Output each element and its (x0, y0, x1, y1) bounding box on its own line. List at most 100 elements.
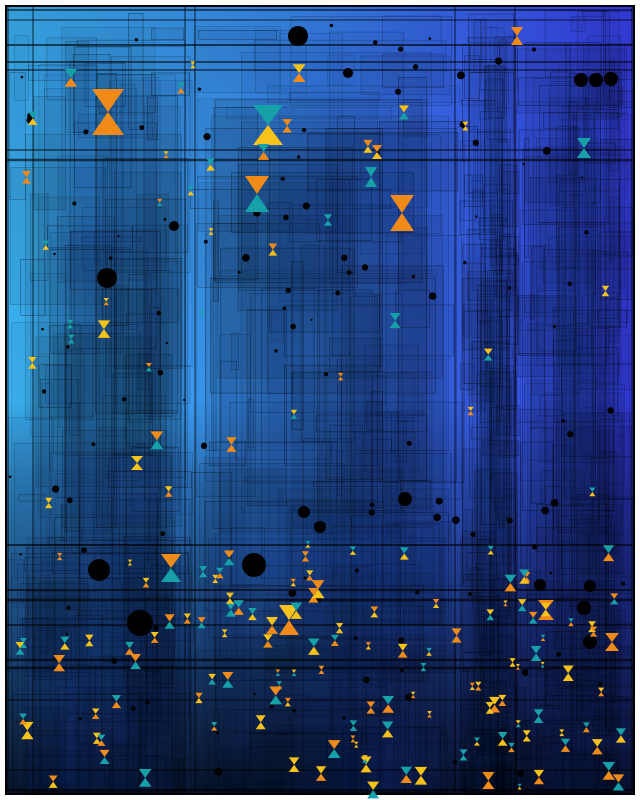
panel (561, 206, 634, 457)
panel (553, 444, 572, 530)
hourglass-top (462, 121, 469, 127)
panel (481, 440, 519, 456)
hourglass-top (99, 749, 110, 757)
panel (37, 729, 113, 793)
panel (495, 405, 520, 436)
panel (597, 309, 627, 328)
panel (591, 203, 599, 523)
hourglass-bottom (483, 354, 493, 361)
hourglass-bottom (365, 645, 372, 650)
panel (565, 646, 571, 657)
hourglass-bottom (164, 491, 173, 497)
hourglass-top (487, 545, 494, 551)
hourglass-bottom (615, 735, 627, 743)
hourglass-bottom (221, 633, 228, 638)
hourglass-top (602, 762, 616, 771)
hourglass-bottom (130, 661, 141, 670)
hourglass-top (103, 297, 109, 302)
panel (125, 409, 177, 448)
circle (214, 767, 223, 776)
panel (570, 16, 586, 32)
panel (564, 161, 631, 180)
panel (99, 427, 126, 437)
panel (82, 207, 166, 271)
panel (69, 61, 124, 335)
panel (79, 744, 141, 793)
panel (539, 394, 564, 417)
circle (253, 692, 256, 696)
hourglass-top (225, 602, 236, 610)
panel (472, 191, 483, 199)
hourglass-top (475, 681, 482, 687)
hourglass-top (382, 696, 395, 705)
panel (500, 221, 508, 301)
panel (329, 31, 404, 284)
hourglass-top (503, 600, 508, 604)
circle (373, 40, 378, 45)
hourglass-bottom (354, 744, 359, 748)
panel (467, 552, 498, 580)
circle (354, 568, 359, 573)
panel (524, 329, 545, 422)
panel (268, 305, 303, 613)
hourglass-top (233, 600, 244, 608)
hourglass-bottom (127, 562, 133, 566)
circle (298, 506, 310, 518)
circle (574, 73, 588, 87)
circle (406, 440, 412, 446)
panel (229, 401, 464, 587)
hourglass-top (275, 669, 281, 673)
hourglass-bottom (365, 177, 377, 187)
panel (83, 704, 92, 720)
circle (451, 516, 460, 525)
circle (72, 201, 77, 206)
hourglass-top (163, 151, 169, 155)
panel (581, 414, 624, 536)
hourglass-top (161, 554, 181, 568)
panel (466, 229, 497, 301)
panel (473, 469, 512, 719)
hourglass-top (517, 783, 522, 787)
panel (598, 231, 634, 629)
panel (74, 718, 114, 793)
circle (197, 87, 202, 91)
panel (140, 618, 147, 784)
hourglass-top (199, 308, 205, 313)
panel (585, 86, 623, 106)
hourglass-bottom (360, 764, 372, 773)
panel (37, 196, 100, 518)
circle (296, 155, 301, 159)
panel (479, 320, 503, 387)
hourglass-top (519, 569, 530, 577)
panel (125, 354, 172, 786)
hourglass-bottom (540, 609, 551, 617)
panel (502, 494, 514, 565)
hourglass-bottom (290, 414, 298, 419)
panel (144, 105, 181, 500)
circle (463, 260, 467, 265)
panel (573, 313, 589, 325)
hourglass-bottom (216, 573, 224, 579)
panel (497, 189, 508, 246)
hourglass-bottom (330, 640, 339, 646)
panel (561, 105, 595, 206)
hourglass-bottom (145, 367, 152, 372)
circle (237, 270, 241, 274)
panel (543, 112, 619, 129)
hourglass-top (21, 171, 32, 178)
panel (501, 171, 520, 194)
circle (584, 230, 589, 235)
hourglass-bottom (253, 125, 283, 145)
panel (518, 129, 592, 356)
panel (494, 482, 512, 508)
panel (522, 261, 614, 511)
circle (550, 499, 559, 507)
hourglass-bottom (211, 726, 218, 731)
hourglass-bottom (28, 362, 37, 369)
hourglass-bottom (199, 571, 208, 578)
hourglass-top (282, 119, 292, 126)
panel (571, 499, 635, 754)
panel (331, 686, 387, 735)
panel (604, 325, 615, 513)
panel (26, 735, 110, 793)
